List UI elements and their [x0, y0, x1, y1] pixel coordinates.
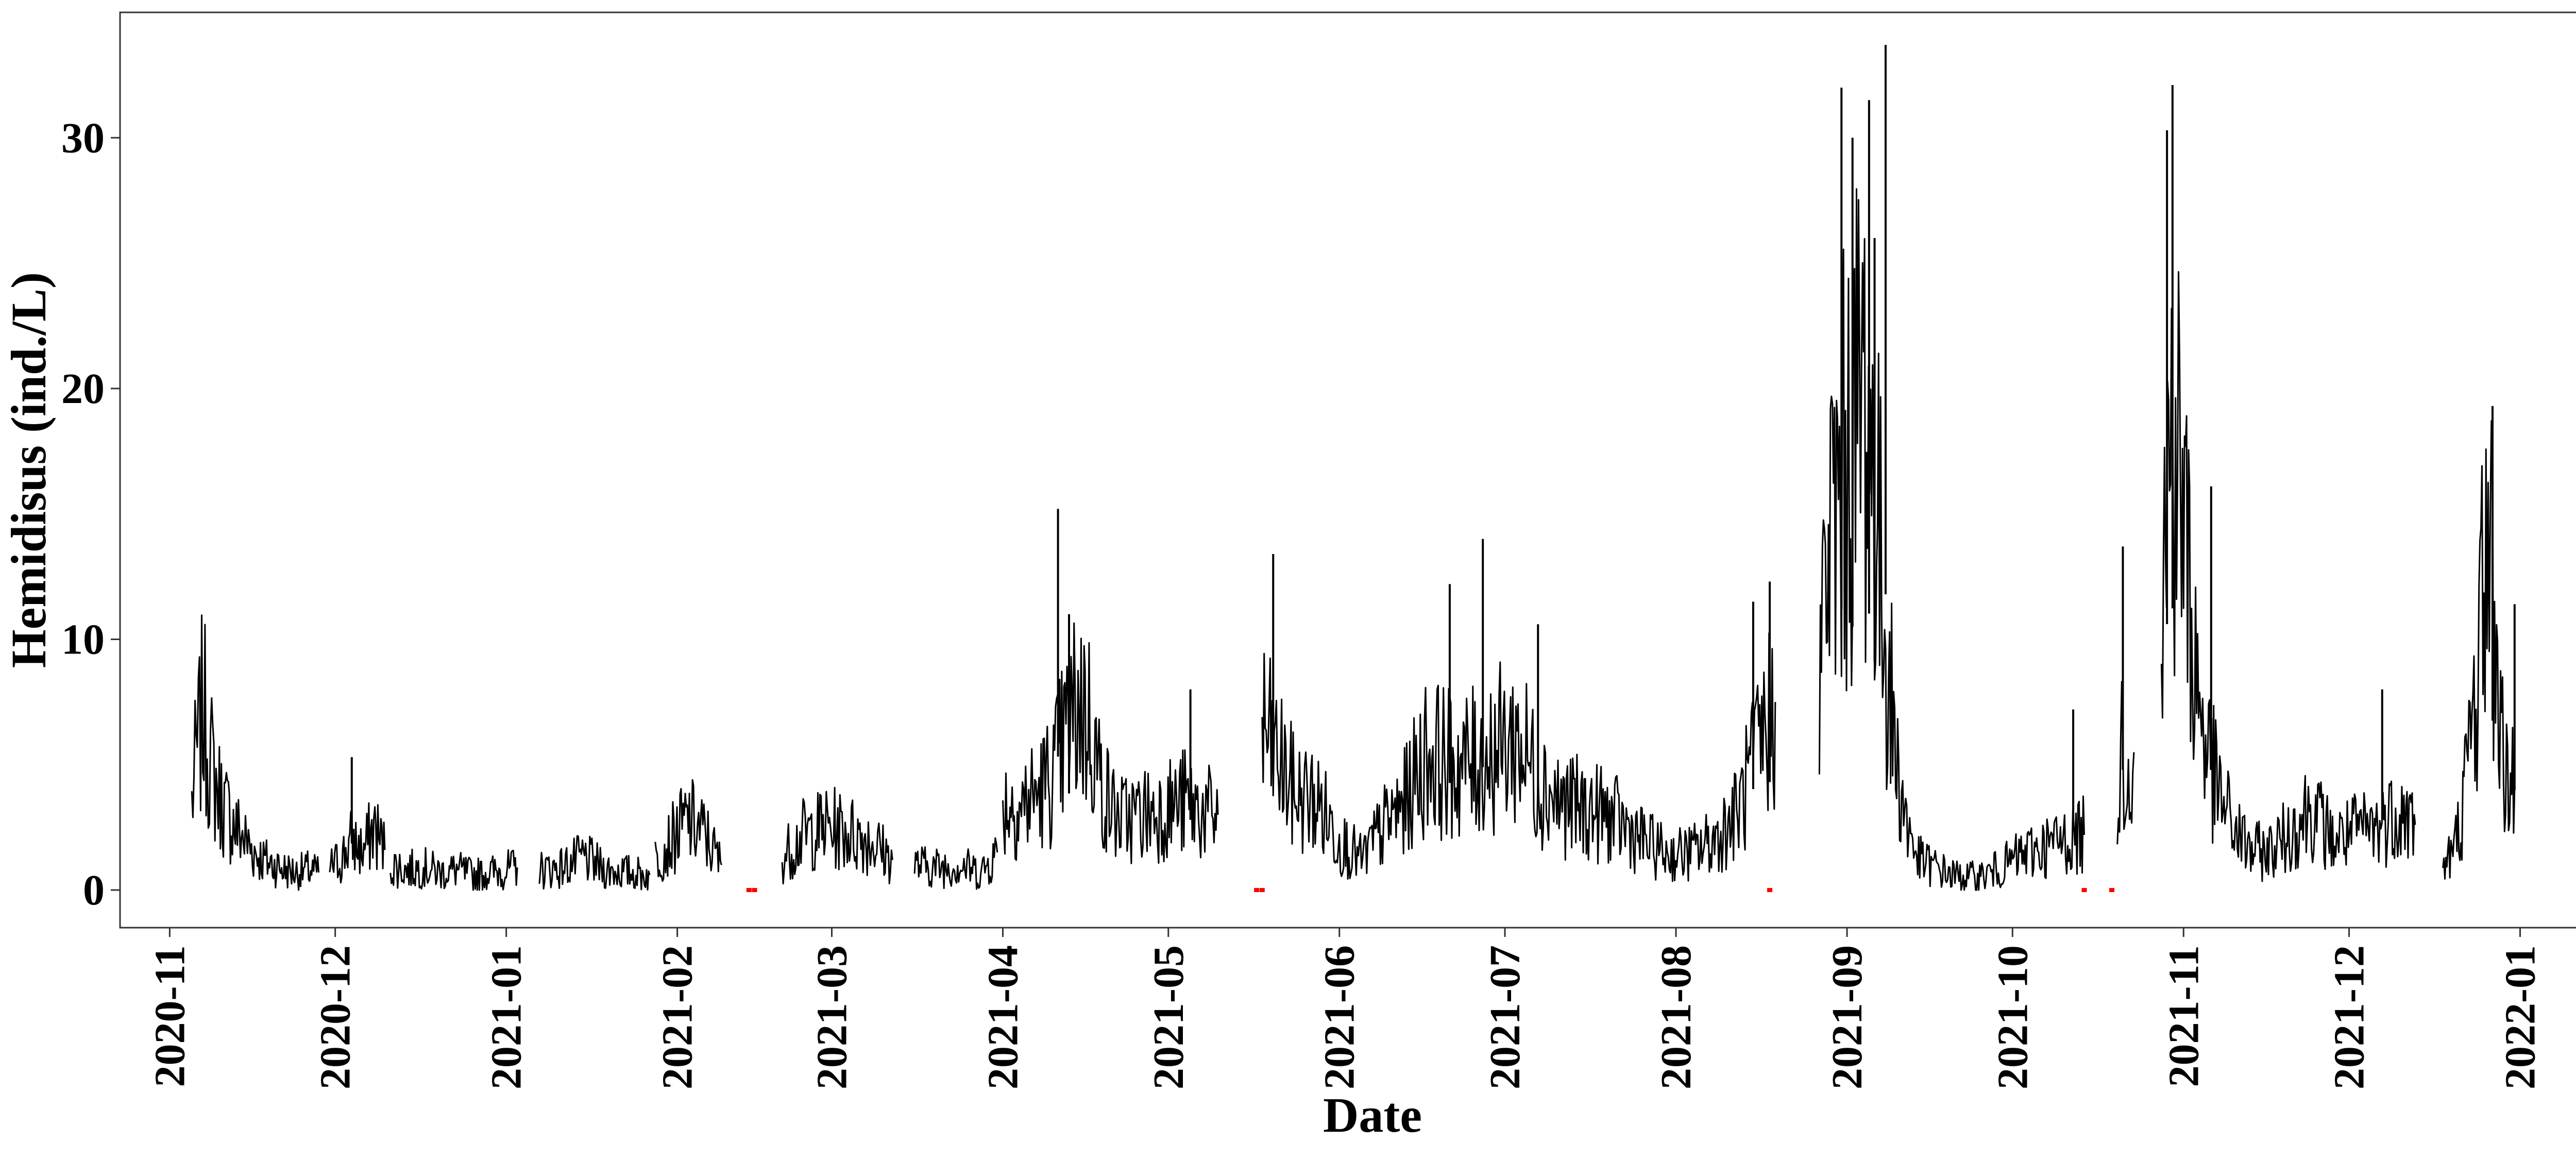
series-segment — [2442, 420, 2516, 880]
series-segment — [191, 614, 319, 891]
x-tick-label: 2022-01 — [2497, 945, 2545, 1089]
series-segment — [538, 835, 651, 891]
y-axis: 0 10 20 30 — [61, 114, 120, 914]
zero-marker-layer — [746, 888, 2115, 893]
series-segment — [781, 786, 893, 885]
x-tick-label: 2021-12 — [2326, 945, 2374, 1089]
zero-marker — [2081, 888, 2087, 893]
x-tick-label: 2021-01 — [483, 945, 531, 1089]
x-tick-label: 2021-02 — [654, 945, 702, 1089]
series-segment — [913, 837, 998, 890]
x-tick-label: 2021-06 — [1316, 945, 1364, 1089]
zero-marker — [1254, 888, 1260, 893]
zero-marker — [1259, 888, 1265, 893]
x-tick-label: 2020-12 — [312, 945, 360, 1089]
x-tick-label: 2021-04 — [979, 945, 1027, 1089]
x-axis: 2020-11 2020-12 2021-01 2021-02 2021-03 2021-… — [146, 928, 2545, 1089]
x-tick-label: 2021-07 — [1481, 945, 1529, 1089]
zero-marker — [746, 888, 752, 893]
series-segment — [1002, 622, 1219, 864]
x-axis-title: Date — [1323, 1087, 1422, 1143]
x-tick-label: 2021-05 — [1145, 945, 1193, 1089]
x-tick-label: 2021-11 — [2160, 945, 2208, 1087]
x-tick-label: 2021-08 — [1652, 945, 1700, 1089]
y-tick-label: 10 — [61, 615, 105, 663]
x-tick-label: 2021-09 — [1823, 945, 1871, 1089]
zero-marker — [752, 888, 757, 893]
series-segment — [2160, 271, 2416, 882]
x-tick-label: 2020-11 — [146, 945, 194, 1087]
series-segment — [2116, 681, 2135, 845]
zero-marker — [1767, 888, 1773, 893]
plot-panel — [119, 11, 2576, 929]
y-axis-title: Hemidisus (ind./L) — [1, 272, 56, 668]
series-segment — [389, 847, 518, 891]
series-segment — [1261, 632, 1776, 882]
zero-marker — [2109, 888, 2115, 893]
y-tick-label: 30 — [61, 114, 105, 162]
series-layer — [191, 45, 2516, 891]
y-tick-label: 0 — [83, 866, 105, 914]
series-segment — [1818, 188, 2085, 891]
series-segment — [654, 779, 722, 882]
x-tick-label: 2021-10 — [1989, 945, 2037, 1089]
series-segment — [329, 802, 386, 884]
y-tick-label: 20 — [61, 365, 105, 413]
x-tick-label: 2021-03 — [808, 945, 856, 1089]
